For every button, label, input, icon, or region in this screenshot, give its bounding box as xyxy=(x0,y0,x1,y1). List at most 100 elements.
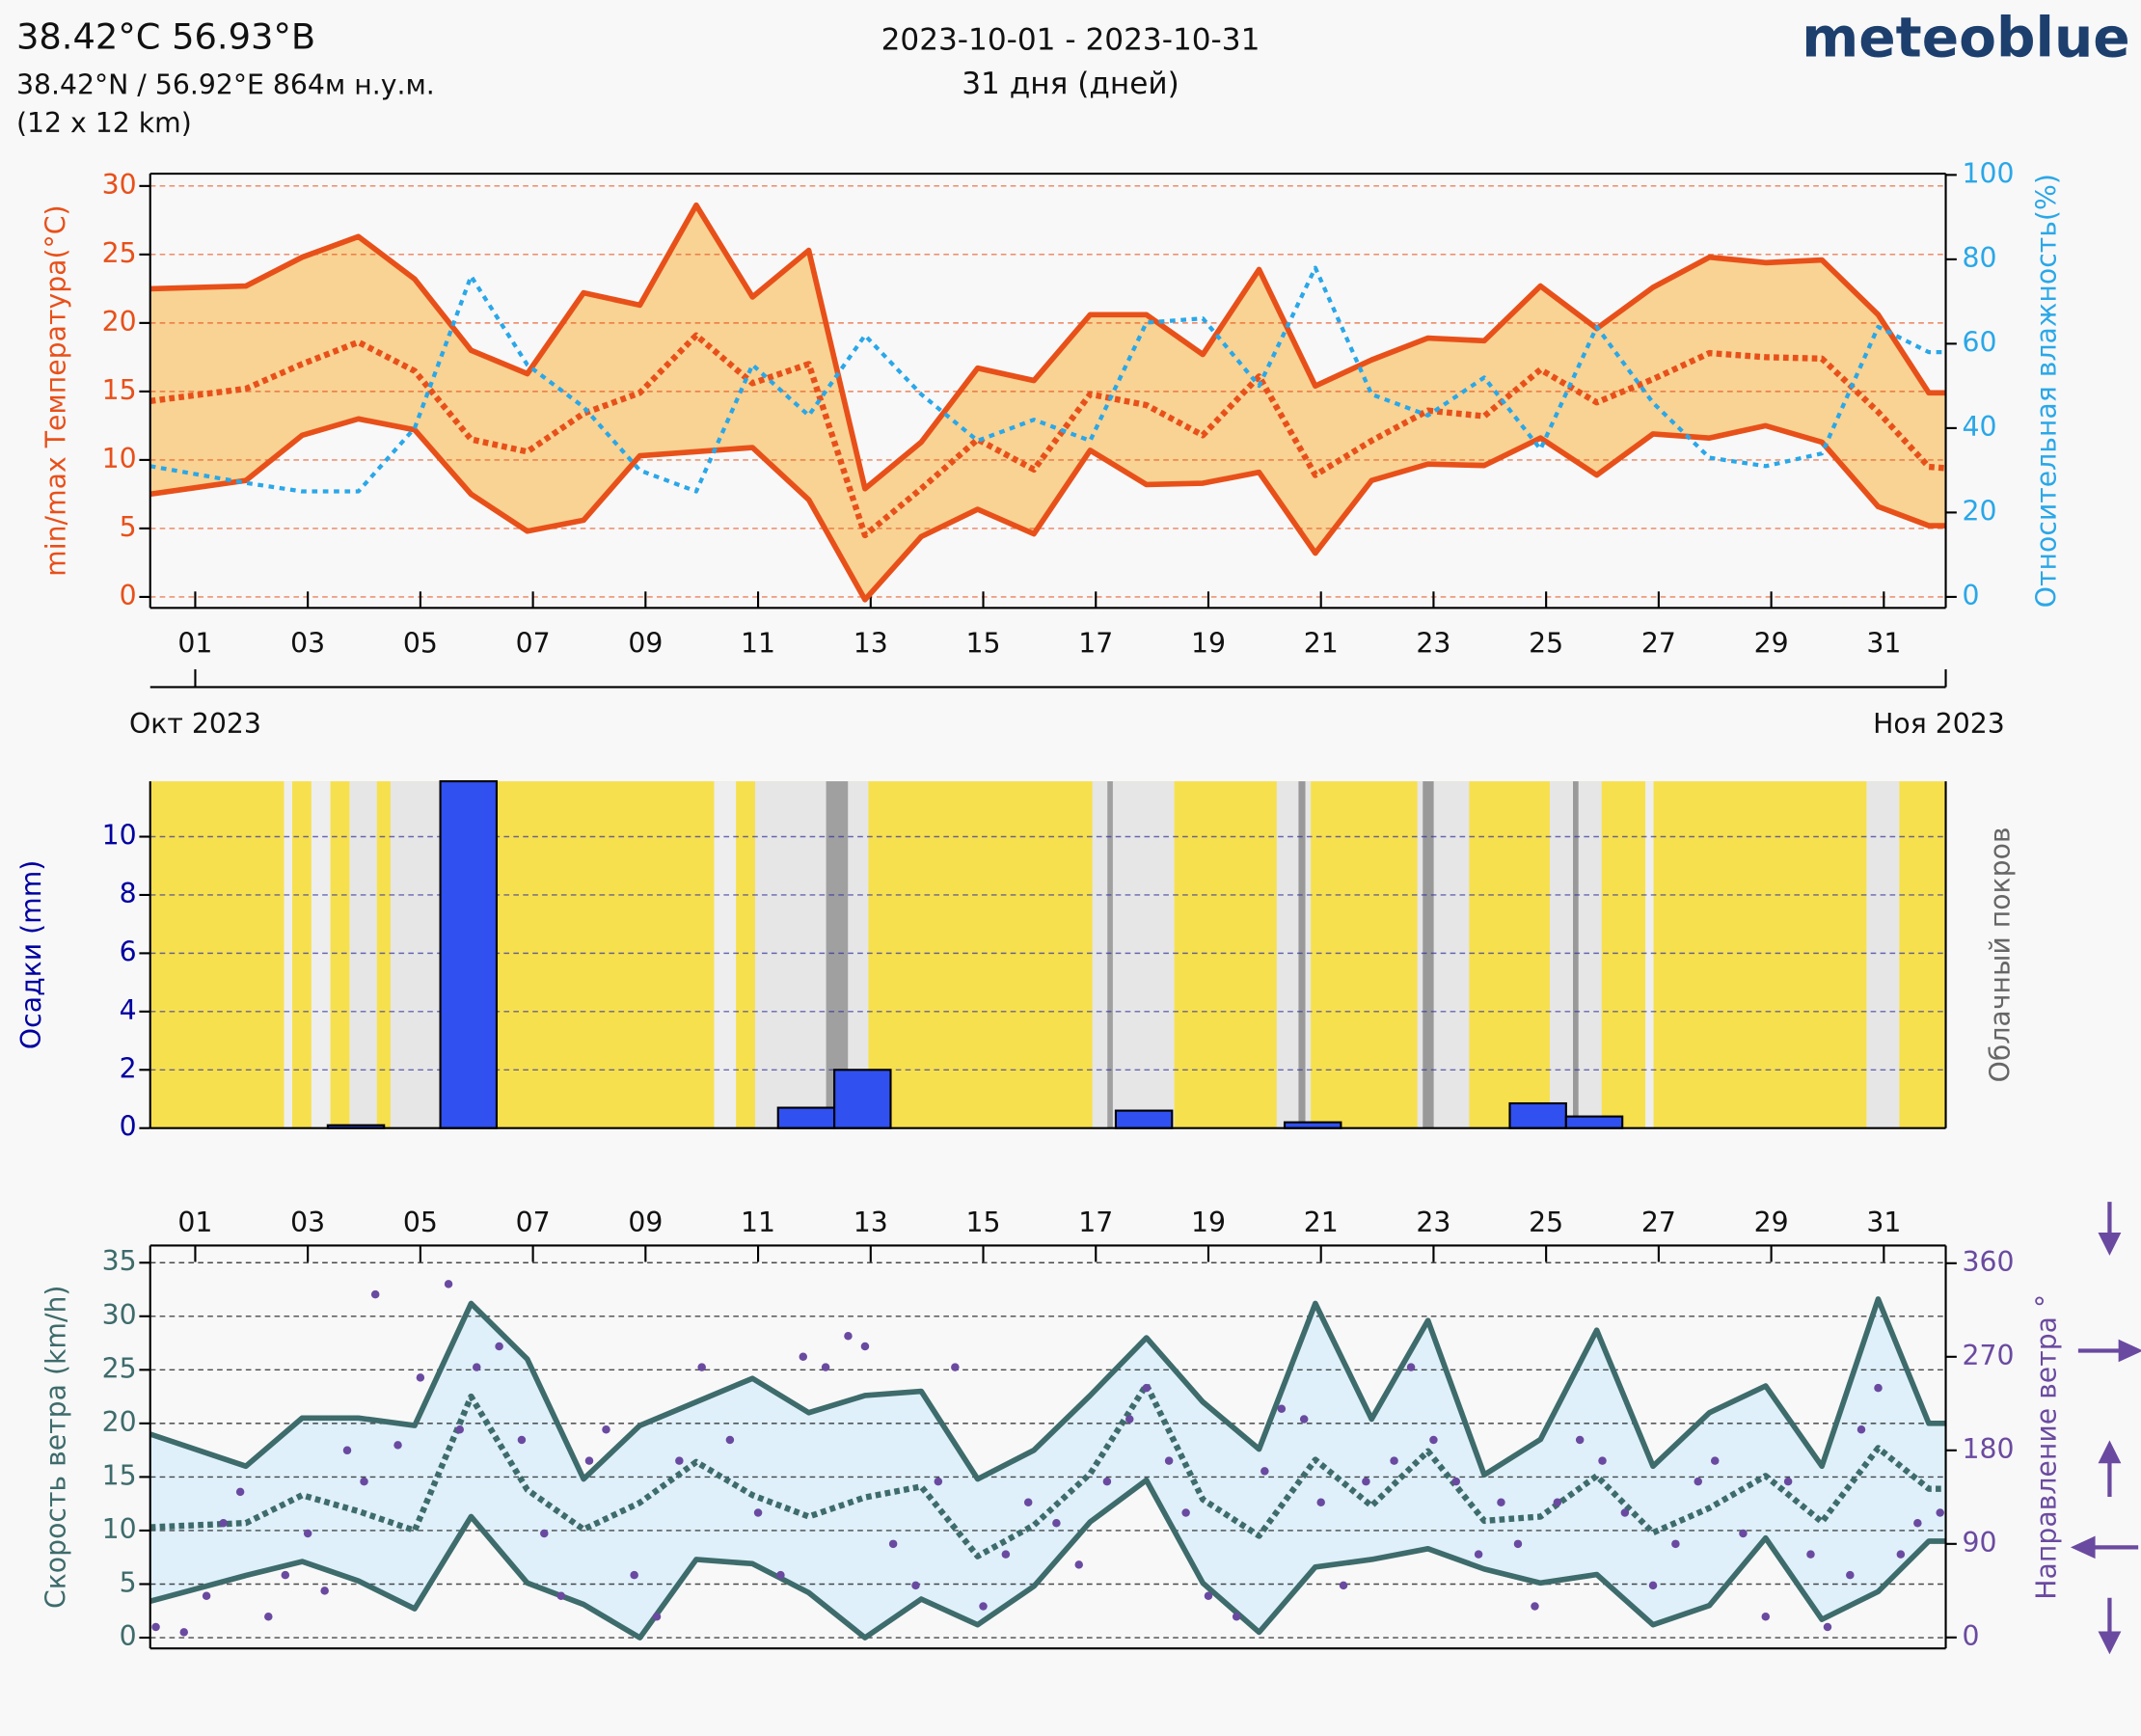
cloud xyxy=(349,781,377,1128)
direction-dot xyxy=(1102,1477,1112,1486)
arrow-head xyxy=(2070,1535,2096,1560)
direction-dot xyxy=(776,1570,785,1580)
y-tick-label: 6 xyxy=(120,936,137,967)
y-tick-label: 0 xyxy=(120,1111,137,1143)
direction-dot xyxy=(652,1613,662,1621)
direction-dot xyxy=(473,1363,481,1371)
direction-dot xyxy=(393,1441,402,1450)
direction-dot xyxy=(1232,1613,1241,1621)
cloud xyxy=(1573,781,1579,1128)
line xyxy=(149,1477,1946,1641)
x-tick-label: 09 xyxy=(628,1207,663,1238)
cloud xyxy=(1107,781,1113,1128)
direction-dot xyxy=(517,1435,527,1445)
direction-dot xyxy=(1598,1456,1607,1465)
direction-dot xyxy=(1648,1581,1658,1590)
bar xyxy=(776,1106,836,1129)
direction-dot xyxy=(934,1477,943,1486)
x-tick-label: 11 xyxy=(741,1207,775,1238)
cloud xyxy=(826,781,849,1128)
x-tick-label: 23 xyxy=(1416,628,1450,660)
direction-dot xyxy=(888,1539,898,1549)
y2-tick-label: 360 xyxy=(1963,1246,2015,1278)
direction-dot xyxy=(370,1289,380,1299)
y-tick-label: 2 xyxy=(120,1052,137,1084)
y-tick-label: 10 xyxy=(102,820,137,852)
direction-dot xyxy=(1761,1613,1771,1621)
y-tick-label: 4 xyxy=(120,994,137,1026)
x-tick-label: 03 xyxy=(290,628,325,660)
month-label: Окт 2023 xyxy=(129,708,261,740)
direction-dot xyxy=(1575,1435,1585,1445)
dotted-line xyxy=(149,265,1946,494)
direction-dot xyxy=(1856,1425,1866,1434)
direction-dot xyxy=(725,1435,735,1445)
x-tick-label: 09 xyxy=(628,628,663,660)
bar xyxy=(439,780,498,1129)
direction-dot xyxy=(1531,1602,1539,1611)
direction-dot xyxy=(1023,1498,1033,1506)
x-tick-label: 27 xyxy=(1641,628,1676,660)
direction-dot xyxy=(1299,1415,1309,1424)
coords: 38.42°N / 56.92°E 864м н.у.м. xyxy=(16,68,435,100)
title: 38.42°C 56.93°В xyxy=(16,15,315,57)
x-tick-label: 13 xyxy=(854,1207,888,1238)
direction-dot xyxy=(584,1456,594,1465)
y-axis-label: Осадки (mm) xyxy=(15,860,47,1049)
y-axis-label: Скорость ветра (km/h) xyxy=(40,1286,71,1610)
direction-dot xyxy=(1694,1477,1702,1486)
bar xyxy=(833,1069,892,1129)
x-tick-label: 01 xyxy=(177,628,212,660)
x-tick-label: 17 xyxy=(1078,628,1113,660)
y-tick-label: 15 xyxy=(102,1459,137,1491)
direction-arrows xyxy=(2070,1202,2141,1655)
y-axis-label: min/max Температура(°C) xyxy=(40,205,71,577)
x-tick-label: 21 xyxy=(1304,628,1339,660)
direction-dot xyxy=(630,1570,638,1580)
direction-dot xyxy=(540,1529,549,1538)
x-tick-label: 11 xyxy=(741,628,775,660)
direction-dot xyxy=(495,1342,503,1351)
direction-dot xyxy=(1874,1383,1883,1393)
direction-dot xyxy=(1181,1508,1190,1517)
direction-dot xyxy=(844,1331,853,1341)
direction-dot xyxy=(303,1529,312,1538)
bar xyxy=(1508,1101,1567,1129)
direction-dot xyxy=(1913,1519,1922,1528)
y2-tick-label: 0 xyxy=(1963,1620,1980,1652)
arrow-head xyxy=(2098,1233,2122,1256)
direction-dot xyxy=(416,1373,425,1382)
bar xyxy=(1114,1109,1174,1129)
cloud xyxy=(311,781,331,1128)
y-tick-label: 30 xyxy=(102,169,137,201)
y2-tick-label: 40 xyxy=(1963,411,1997,443)
x-tick-label: 29 xyxy=(1754,628,1789,660)
range-fill xyxy=(149,1299,1946,1639)
direction-dot xyxy=(1497,1498,1505,1506)
direction-dot xyxy=(860,1342,870,1351)
x-tick-label: 29 xyxy=(1754,1207,1789,1238)
direction-dot xyxy=(1074,1560,1083,1569)
x-tick-label: 07 xyxy=(516,628,551,660)
x-tick-label: 05 xyxy=(403,628,438,660)
direction-dot xyxy=(697,1363,706,1371)
x-tick-label: 25 xyxy=(1529,628,1563,660)
cloud xyxy=(714,781,737,1128)
y-tick-label: 30 xyxy=(102,1299,137,1331)
direction-dot xyxy=(202,1591,211,1600)
direction-dot xyxy=(1164,1456,1174,1465)
direction-dot xyxy=(151,1622,160,1632)
direction-dot xyxy=(360,1477,368,1486)
y-tick-label: 10 xyxy=(102,1513,137,1545)
line xyxy=(149,1296,1946,1482)
x-tick-label: 19 xyxy=(1191,628,1226,660)
x-tick-label: 05 xyxy=(403,1207,438,1238)
days: 31 дня (дней) xyxy=(962,67,1179,101)
y2-tick-label: 0 xyxy=(1963,580,1980,611)
y-tick-label: 0 xyxy=(120,580,137,611)
direction-dot xyxy=(444,1280,453,1288)
y2-tick-label: 60 xyxy=(1963,326,1997,358)
direction-dot xyxy=(219,1519,228,1528)
cloud xyxy=(1092,781,1175,1128)
